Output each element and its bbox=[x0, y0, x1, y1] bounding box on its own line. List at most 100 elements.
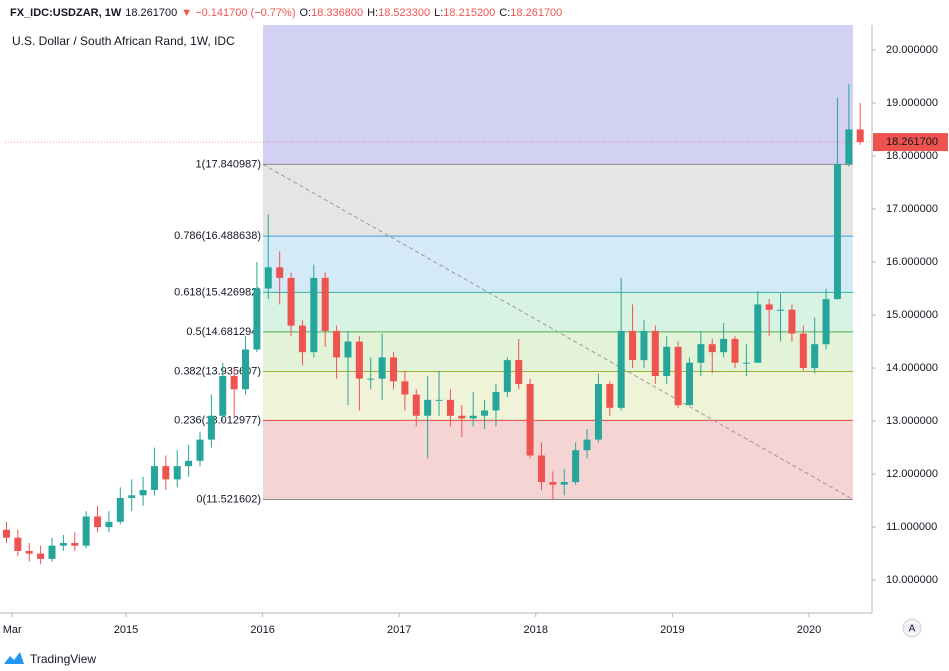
candle-body bbox=[310, 277, 318, 353]
header-item: ▼ −0.141700 (−0.77%) bbox=[181, 7, 295, 19]
fib-label: 0.382(13.935607) bbox=[174, 365, 261, 377]
candle-body bbox=[674, 346, 682, 406]
header: FX_IDC:USDZAR, 1W 18.261700 ▼ −0.141700 (−… bbox=[10, 7, 562, 19]
header-item: 18.523300 bbox=[378, 7, 430, 19]
candle-body bbox=[469, 415, 477, 419]
candle-body bbox=[2, 529, 10, 538]
header-item: H: bbox=[367, 7, 378, 19]
fib-zone bbox=[263, 420, 853, 500]
header-item: 18.261700 bbox=[125, 7, 177, 19]
candle-body bbox=[720, 338, 728, 353]
candle-body bbox=[560, 482, 568, 485]
candle-body bbox=[105, 521, 113, 528]
candle-body bbox=[788, 309, 796, 334]
y-tick-label: 13.000000 bbox=[886, 415, 938, 427]
candle-body bbox=[754, 304, 762, 363]
x-tick-label: 2016 bbox=[250, 624, 274, 636]
y-tick-label: 17.000000 bbox=[886, 203, 938, 215]
candle-body bbox=[48, 545, 56, 559]
candle-body bbox=[230, 375, 238, 390]
scale-button[interactable]: A bbox=[902, 618, 922, 638]
candle-body bbox=[697, 344, 705, 363]
y-tick-label: 15.000000 bbox=[886, 309, 938, 321]
last-price-tag bbox=[873, 133, 948, 152]
candle-body bbox=[742, 362, 750, 364]
candle-body bbox=[777, 309, 785, 311]
fib-zone bbox=[263, 236, 853, 293]
candle-body bbox=[822, 299, 830, 345]
fib-label: 0.786(16.488638) bbox=[174, 230, 261, 242]
fib-zone bbox=[263, 164, 853, 237]
x-tick-label: Mar bbox=[3, 624, 22, 636]
candle-body bbox=[150, 466, 158, 490]
candle-body bbox=[14, 537, 22, 551]
candle-body bbox=[321, 277, 329, 331]
logo-icon[interactable] bbox=[4, 652, 24, 664]
candle-body bbox=[458, 415, 466, 419]
header-item: 18.261700 bbox=[510, 7, 562, 19]
candle-body bbox=[276, 267, 284, 278]
header-item: L: bbox=[434, 7, 443, 19]
x-tick-label: 2015 bbox=[114, 624, 138, 636]
candle-body bbox=[37, 553, 45, 559]
fib-label: 0.618(15.426982) bbox=[174, 286, 261, 298]
candle-body bbox=[287, 277, 295, 326]
candle-body bbox=[25, 550, 33, 554]
candle-body bbox=[242, 349, 250, 390]
y-tick-label: 14.000000 bbox=[886, 362, 938, 374]
candle-body bbox=[207, 415, 215, 440]
candle-body bbox=[833, 163, 841, 300]
x-tick-label: 2018 bbox=[524, 624, 548, 636]
candle-body bbox=[515, 360, 523, 384]
last-price-label: 18.261700 bbox=[886, 136, 938, 148]
candle-body bbox=[845, 129, 853, 164]
header-item: C: bbox=[499, 7, 510, 19]
candle-body bbox=[355, 341, 363, 379]
candle-body bbox=[765, 304, 773, 310]
candle-body bbox=[253, 288, 261, 350]
candle-body bbox=[378, 357, 386, 379]
logo-text[interactable]: TradingView bbox=[30, 652, 96, 666]
header-item: 18.215200 bbox=[443, 7, 495, 19]
y-tick-label: 19.000000 bbox=[886, 97, 938, 109]
candle-body bbox=[367, 378, 375, 380]
candle-body bbox=[94, 516, 102, 528]
y-tick-label: 11.000000 bbox=[886, 521, 937, 533]
candle-body bbox=[59, 543, 67, 546]
candle-body bbox=[435, 399, 443, 401]
candle-body bbox=[446, 399, 454, 416]
fib-label: 0.236(13.012977) bbox=[174, 414, 261, 426]
chart-title: U.S. Dollar / South African Rand, 1W, ID… bbox=[12, 34, 235, 48]
fib-retracement: 0(11.521602) 0.236(13.012977) 0.382(13.935… bbox=[174, 25, 854, 505]
candle-body bbox=[116, 497, 124, 522]
x-tick-label: 2017 bbox=[387, 624, 411, 636]
candle-body bbox=[492, 391, 500, 411]
candle-body bbox=[264, 267, 272, 289]
candle-body bbox=[390, 357, 398, 382]
fib-zone bbox=[263, 371, 853, 421]
candle-body bbox=[856, 129, 864, 143]
candle-body bbox=[640, 330, 648, 361]
candle-body bbox=[594, 383, 602, 440]
fib-zone bbox=[263, 25, 853, 165]
candle-body bbox=[663, 346, 671, 376]
y-tick-label: 18.000000 bbox=[886, 150, 938, 162]
candle-body bbox=[537, 455, 545, 483]
candle-body bbox=[549, 482, 557, 485]
tradingview-logo[interactable]: TradingView bbox=[4, 652, 96, 666]
candle-body bbox=[651, 330, 659, 376]
header-item: 18.336800 bbox=[311, 7, 363, 19]
candle-body bbox=[185, 460, 193, 467]
candle-body bbox=[196, 439, 204, 461]
candle-body bbox=[162, 466, 170, 480]
header-item: O: bbox=[299, 7, 311, 19]
y-tick-label: 16.000000 bbox=[886, 256, 938, 268]
candle-body bbox=[412, 394, 420, 416]
candle-body bbox=[424, 399, 432, 416]
candle-body bbox=[503, 360, 511, 392]
scale-button-label[interactable]: A bbox=[909, 624, 916, 635]
candle-body bbox=[685, 362, 693, 406]
candle-body bbox=[173, 466, 181, 480]
